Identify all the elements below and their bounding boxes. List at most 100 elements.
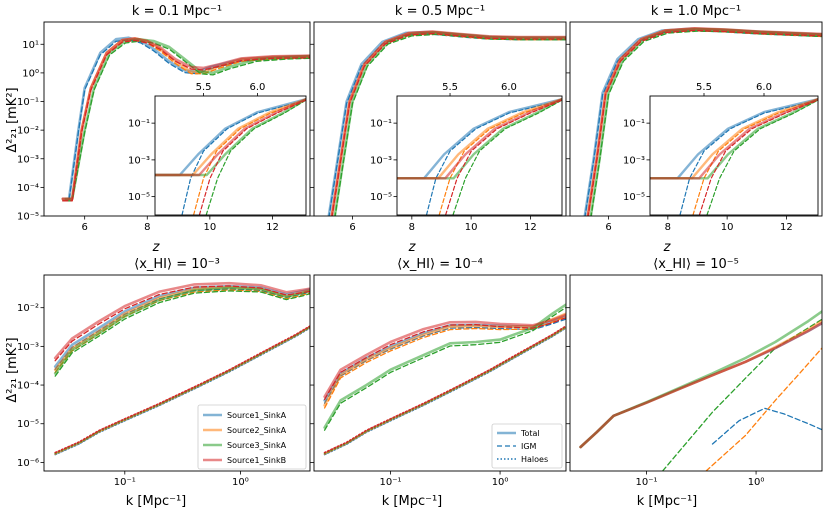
y-tick-label: 10⁰ (22, 68, 39, 79)
legend-label: Haloes (521, 455, 548, 464)
y-tick-label: 10⁻¹ (370, 119, 392, 130)
series-group (579, 310, 822, 471)
inset-igm-source1_sinkb (445, 99, 562, 215)
igm-line-source1_sinkb (62, 39, 310, 202)
plot-frame (313, 21, 567, 217)
x-tick-label: 10 (465, 222, 478, 233)
haloes-line (54, 325, 310, 454)
x-tick-label: 10⁻¹ (636, 477, 658, 488)
x-tick-label: 12 (780, 222, 793, 233)
legend-sources-box (197, 404, 307, 470)
inset-igm-source2_sinka (692, 99, 818, 215)
y-axis-label-bottom: Δ²₂₁ [mK²] (5, 337, 20, 402)
inset-x-tick-label: 5.5 (696, 82, 712, 93)
inset-igm-source1_sinka (425, 99, 562, 215)
y-tick-label: 10⁻⁵ (128, 192, 150, 203)
y-tick-label: 10⁻⁴ (17, 381, 39, 392)
x-axis-label-k-3: k [Mpc⁻¹] (637, 494, 698, 509)
legend-label: IGM (521, 442, 537, 451)
igm-line-source1_sinkb (54, 285, 310, 362)
legend-label: Source2_SinkA (227, 426, 287, 435)
y-tick-label: 10⁻¹ (623, 119, 645, 130)
inset-igm-source3_sinka (452, 99, 562, 215)
inset-x-tick-label: 5.5 (442, 82, 458, 93)
x-axis-label-k-2: k [Mpc⁻¹] (382, 494, 443, 509)
inset-igm-source2_sinka (193, 99, 306, 215)
legend-label: Source1_SinkA (227, 411, 287, 420)
inset-frame (649, 95, 819, 216)
inset-total-source1_sinkb (155, 98, 306, 177)
panel-top-right: 6 8 10 12 k = 1.0 Mpc⁻¹ 5.5 6.0 10⁻⁵ 10⁻³ 10⁻¹ (566, 4, 823, 233)
x-tick-label: 10⁰ (748, 477, 765, 488)
y-tick-label: 10⁻⁵ (17, 212, 39, 223)
igm-line-source1_sinka (711, 407, 822, 445)
inset-frame (154, 95, 307, 216)
igm-line-source1_sinkb (331, 32, 566, 216)
y-tick-label: 10⁻³ (370, 155, 392, 166)
y-tick-label: 10⁻³ (128, 155, 150, 166)
y-tick-label: 10⁻³ (17, 154, 39, 165)
y-tick-label: 10⁻² (17, 303, 39, 314)
panel-top-middle: 6 8 10 12 k = 0.5 Mpc⁻¹ 5.5 6.0 10⁻⁵ 10⁻³ 10⁻¹ (310, 4, 567, 233)
igm-line-source1_sinkb (323, 317, 566, 401)
y-tick-label: 10⁻³ (17, 342, 39, 353)
x-axis-label-z-1: z (152, 240, 161, 255)
inset: 5.5 6.0 10⁻⁵ 10⁻³ 10⁻¹ (623, 82, 819, 216)
inset-igm-source1_sinkb (198, 99, 306, 215)
series-group (61, 36, 310, 202)
legends: Source1_SinkA Source2_SinkA Source3_SinkA S… (197, 404, 563, 470)
inset-total-source1_sinkb (650, 98, 818, 180)
inset-igm-source3_sinka (205, 99, 306, 215)
plot-frame (43, 21, 311, 217)
series-group (583, 27, 822, 216)
inset-series (155, 98, 306, 215)
haloes-line (323, 325, 566, 454)
inset-igm-source1_sinka (181, 99, 306, 215)
inset-area (650, 96, 818, 215)
panels: 6 8 10 12 10⁻⁵ 10⁻⁴ 10⁻³ 10⁻² 10⁻¹ 10⁰ 10¹ k = 0.1 … (17, 4, 823, 488)
inset-igm-source3_sinka (706, 99, 818, 215)
inset: 5.5 6.0 10⁻⁵ 10⁻³ 10⁻¹ (128, 82, 307, 216)
y-tick-label: 10⁻⁵ (17, 419, 39, 430)
y-tick-label: 10⁻⁶ (17, 458, 39, 469)
panel-title: k = 0.5 Mpc⁻¹ (395, 4, 485, 19)
x-tick-label: 12 (524, 222, 537, 233)
inset: 5.5 6.0 10⁻⁵ 10⁻³ 10⁻¹ (370, 82, 563, 216)
x-tick-label: 10⁰ (232, 477, 249, 488)
panel-bottom-right: 10⁻¹ 10⁰ ⟨x_HI⟩ = 10⁻⁵ (566, 257, 823, 488)
igm-line-source3_sinka (54, 290, 310, 377)
x-tick-label: 8 (409, 222, 415, 233)
y-tick-label: 10⁻⁵ (623, 192, 645, 203)
igm-line-source1_sinkb (587, 29, 822, 216)
x-tick-label: 10 (203, 222, 216, 233)
y-axis-label-top: Δ²₂₁ [mK²] (5, 87, 20, 152)
igm-line-source3_sinka (65, 40, 310, 202)
plot-frame (569, 21, 823, 217)
x-tick-label: 10⁰ (492, 477, 509, 488)
total-line-source1_sinkb (323, 313, 566, 398)
inset-series (397, 98, 562, 215)
plot-frame (569, 274, 823, 472)
panel-title: ⟨x_HI⟩ = 10⁻⁵ (653, 257, 739, 272)
inset-total-source1_sinkb (397, 98, 562, 180)
inset-igm-source1_sinkb (698, 99, 818, 215)
inset-igm-source1_sinka (679, 99, 818, 215)
x-axis-label-z-3: z (663, 240, 672, 255)
x-axis-label-k-1: k [Mpc⁻¹] (126, 494, 187, 509)
x-tick-label: 6 (349, 222, 355, 233)
x-tick-label: 10⁻¹ (114, 477, 136, 488)
series-group (53, 281, 310, 456)
static-labels: Δ²₂₁ [mK²] Δ²₂₁ [mK²] z z z k [Mpc⁻¹] k … (5, 87, 697, 509)
panel-top-left: 6 8 10 12 10⁻⁵ 10⁻⁴ 10⁻³ 10⁻² 10⁻¹ 10⁰ 10¹ k = 0.1 … (17, 4, 311, 233)
total-line-source1_sinkb (579, 321, 822, 449)
y-tick-label: 10⁻⁴ (17, 183, 39, 194)
legend-label: Source1_SinkB (227, 456, 286, 465)
x-tick-label: 10⁻¹ (380, 477, 402, 488)
legend-components-box (491, 423, 563, 469)
inset-x-tick-label: 5.5 (196, 82, 212, 93)
x-tick-label: 10 (721, 222, 734, 233)
x-tick-label: 12 (266, 222, 279, 233)
series-group (323, 303, 566, 456)
y-tick-label: 10¹ (22, 40, 39, 51)
y-tick-label: 10⁻¹ (128, 119, 150, 130)
